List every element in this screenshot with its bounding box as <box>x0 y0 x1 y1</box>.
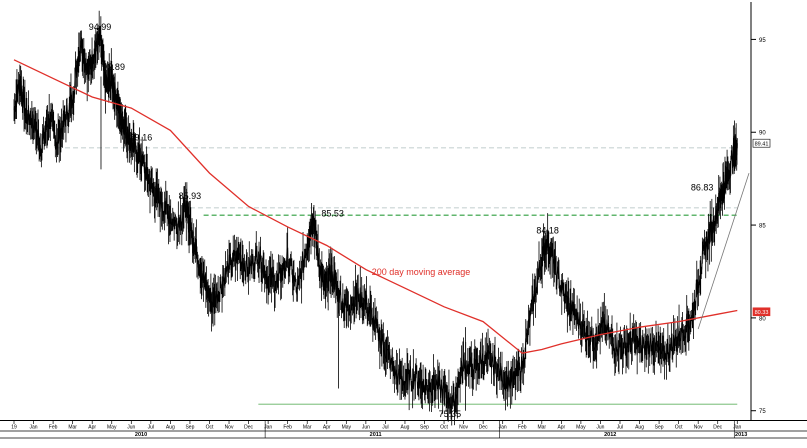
x-tick-label: Jan <box>264 425 272 431</box>
x-tick-label: Aug <box>166 425 175 431</box>
x-tick-label: Apr <box>323 425 331 431</box>
x-tick-label: Aug <box>401 425 410 431</box>
y-tick-label: 95 <box>759 38 766 44</box>
year-label: 2012 <box>604 432 616 438</box>
x-tick-label: Aug <box>635 425 644 431</box>
data-label: 86.83 <box>691 183 714 193</box>
x-tick-label: Sep <box>420 425 429 431</box>
x-tick-label: Apr <box>88 425 96 431</box>
moving-average-label: 200 day moving average <box>372 267 471 277</box>
y-tick-label: 85 <box>759 224 766 230</box>
x-tick-label: Sep <box>655 425 664 431</box>
data-label: 94.99 <box>89 22 112 32</box>
data-label: 75.35 <box>439 409 462 419</box>
last-value-tag <box>752 138 771 148</box>
y-tick-label: 90 <box>759 131 766 137</box>
data-label: 89.16 <box>130 133 153 143</box>
x-tick-label: Nov <box>225 425 234 431</box>
x-tick-label: Jun <box>127 425 135 431</box>
last-value-tag <box>752 307 771 317</box>
x-tick-label: Jan <box>733 425 741 431</box>
x-tick-label: Jun <box>596 425 604 431</box>
x-tick-label: Jul <box>617 425 623 431</box>
x-tick-label: Dec <box>713 425 722 431</box>
x-tick-label: Mar <box>68 425 77 431</box>
axes-layer: 75 80 85 90 95 19 Jan Feb Mar Apr May Jun Jul Aug Sep O… <box>0 2 807 439</box>
data-label: 84.18 <box>536 225 559 235</box>
x-tick-label: Jul <box>382 425 388 431</box>
reference-lines-layer <box>57 147 738 405</box>
data-label: 85.53 <box>321 209 344 219</box>
x-tick-label: Mar <box>303 425 312 431</box>
x-tick-label: Sep <box>185 425 194 431</box>
year-label: 2010 <box>135 432 147 438</box>
x-tick-label: Feb <box>49 425 58 431</box>
x-tick-label: Oct <box>206 425 214 431</box>
x-tick-label: 19 <box>11 425 17 431</box>
x-tick-label: May <box>576 425 586 431</box>
year-label: 2011 <box>370 432 382 438</box>
x-tick-label: Feb <box>283 425 292 431</box>
x-tick-label: Oct <box>675 425 683 431</box>
annotations-layer: 94.99 92.89 89.16 85.93 85.53 84.18 75.35 86.83… <box>89 22 771 419</box>
x-tick-label: Nov <box>694 425 703 431</box>
x-tick-label: May <box>107 425 117 431</box>
series-layer <box>13 10 750 426</box>
moving-average-series <box>13 59 738 354</box>
data-label: 85.93 <box>179 191 202 201</box>
x-tick-label: Dec <box>244 425 253 431</box>
last-value-tag-label: 80.33 <box>755 310 769 316</box>
last-value-tag-label: 89.41 <box>755 141 769 147</box>
y-tick-label: 80 <box>759 316 766 322</box>
x-tick-label: May <box>342 425 352 431</box>
x-tick-label: Jan <box>499 425 507 431</box>
x-tick-label: Apr <box>557 425 565 431</box>
x-tick-label: Mar <box>537 425 546 431</box>
y-tick-label: 75 <box>759 409 766 415</box>
x-tick-label: Jun <box>362 425 370 431</box>
year-label: 2013 <box>735 432 747 438</box>
x-tick-label: Oct <box>440 425 448 431</box>
x-tick-label: Jan <box>30 425 38 431</box>
x-tick-label: Dec <box>479 425 488 431</box>
x-tick-label: Jul <box>148 425 154 431</box>
data-label: 92.89 <box>102 62 125 72</box>
x-tick-label: Nov <box>459 425 468 431</box>
x-tick-label: Feb <box>518 425 527 431</box>
trendline <box>697 172 750 330</box>
